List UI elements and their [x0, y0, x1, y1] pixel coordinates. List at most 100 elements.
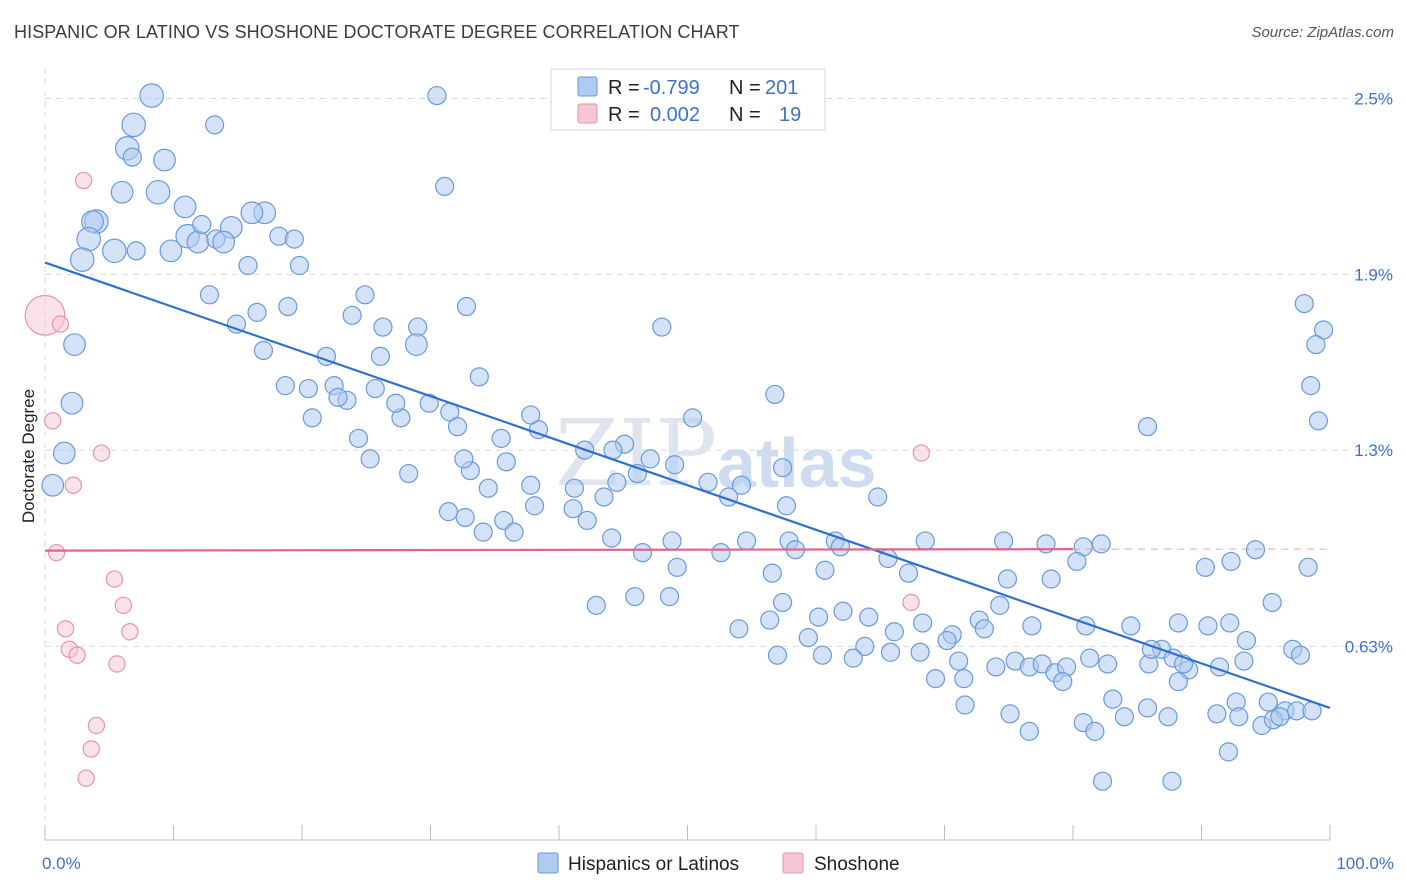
y-tick-labels: 2.5% 1.9% 1.3% 0.63%	[1345, 90, 1393, 657]
hispanic-point	[404, 333, 428, 357]
hispanic-point	[126, 241, 146, 261]
hispanic-point	[1168, 671, 1188, 692]
legend-r-label-2: R =	[608, 104, 640, 126]
hispanic-point	[563, 499, 583, 519]
hispanic-point	[212, 230, 236, 254]
hispanic-point	[1290, 645, 1311, 665]
hispanic-point	[524, 496, 545, 516]
hispanic-point	[731, 475, 752, 495]
hispanic-point	[328, 387, 348, 407]
hispanic-point	[729, 619, 749, 639]
hispanic-point	[110, 180, 134, 204]
hispanic-point	[342, 305, 362, 325]
hispanic-point	[469, 367, 489, 387]
hispanic-point	[586, 595, 606, 615]
hispanic-point	[997, 569, 1018, 589]
hispanic-point	[1168, 613, 1188, 633]
hispanic-point	[1221, 551, 1241, 572]
hispanic-point	[855, 636, 875, 657]
shoshone-point	[68, 646, 86, 664]
shoshone-point	[114, 596, 133, 615]
correlation-legend: R = -0.799 N = 201 R = 0.002 N = 19	[550, 68, 826, 131]
hispanic-point	[284, 229, 304, 249]
hispanic-point	[665, 455, 685, 475]
hispanic-point	[843, 648, 863, 668]
legend-n-value-1: 201	[765, 77, 798, 99]
legend-r-label-1: R =	[608, 77, 640, 99]
hispanic-point	[1000, 704, 1020, 724]
hispanic-point	[812, 645, 833, 665]
hispanic-point	[1262, 592, 1282, 613]
hispanic-point	[760, 610, 780, 630]
hispanic-point	[925, 669, 946, 689]
hispanic-point	[808, 607, 829, 627]
shoshone-point	[902, 593, 920, 612]
hispanic-point	[910, 642, 930, 662]
hispanic-point	[898, 563, 919, 583]
legend-r-value-1: -0.799	[643, 77, 700, 99]
shoshone-point	[56, 620, 75, 638]
hispanic-point	[1137, 417, 1158, 437]
hispanic-point	[1098, 654, 1118, 674]
hispanic-point	[399, 463, 419, 484]
hispanic-point	[762, 563, 782, 583]
hispanic-point	[52, 441, 76, 465]
hispanic-point	[427, 85, 447, 106]
hispanic-point	[1162, 771, 1182, 791]
hispanic-point	[915, 531, 935, 551]
hispanic-point	[632, 543, 653, 563]
hispanic-point	[60, 391, 84, 415]
hispanic-point	[447, 417, 468, 437]
hispanic-point	[1198, 616, 1218, 636]
y-tick-label: 2.5%	[1354, 90, 1393, 109]
x-tick-label-start: 0.0%	[42, 854, 81, 873]
shoshone-point	[74, 171, 93, 190]
hispanic-point	[1022, 616, 1042, 636]
hispanic-point	[1137, 698, 1158, 718]
hispanic-point	[815, 560, 835, 580]
hispanic-point	[1298, 557, 1318, 577]
bottom-legend-swatch-pink	[782, 852, 804, 874]
hispanic-point	[41, 473, 65, 497]
shoshone-trendline	[44, 548, 1074, 552]
hispanic-point	[145, 179, 171, 205]
hispanic-point	[205, 115, 225, 135]
hispanic-point	[253, 340, 274, 361]
hispanic-point	[955, 695, 975, 715]
hispanic-point	[275, 376, 295, 396]
hispanic-point	[373, 317, 393, 337]
hispanic-point	[365, 378, 385, 399]
hispanic-point	[711, 543, 731, 563]
x-tick-label-end: 100.0%	[1336, 854, 1394, 873]
hispanic-point	[478, 478, 498, 498]
hispanic-point	[994, 531, 1014, 551]
hispanic-point	[186, 230, 210, 254]
hispanic-point	[949, 651, 969, 671]
shoshone-point	[87, 716, 106, 735]
hispanic-point	[1041, 569, 1061, 589]
hispanic-point	[455, 507, 475, 528]
shoshone-point	[82, 740, 100, 758]
shoshone-point	[64, 476, 82, 494]
hispanic-point	[192, 214, 212, 235]
shoshone-point	[47, 543, 66, 562]
hispanic-point	[69, 247, 95, 272]
legend-n-value-2: 19	[779, 104, 801, 126]
hispanic-point	[1220, 613, 1240, 633]
hispanic-point	[776, 496, 797, 516]
hispanic-point	[659, 586, 680, 607]
series-legend: Hispanics or Latinos Shoshone	[537, 852, 900, 875]
hispanic-point	[496, 452, 516, 472]
bottom-legend-swatch-blue	[537, 852, 559, 874]
bottom-legend-label-1: Hispanics or Latinos	[568, 854, 739, 875]
legend-r-value-2: 0.002	[650, 104, 700, 126]
hispanic-point	[1234, 651, 1254, 671]
hispanic-point	[1158, 707, 1178, 727]
hispanic-point	[990, 595, 1010, 615]
hispanic-point	[884, 622, 904, 642]
hispanic-point	[1195, 557, 1215, 577]
hispanic-point	[986, 657, 1006, 677]
hispanic-point	[521, 475, 541, 495]
shoshone-point	[105, 570, 124, 588]
